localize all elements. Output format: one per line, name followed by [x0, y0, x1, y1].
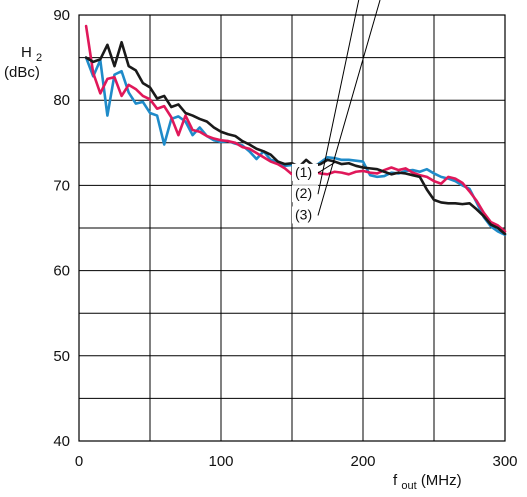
y-axis-label-main: H — [21, 44, 32, 61]
x-tick-label: 100 — [208, 453, 233, 470]
y-tick-label: 40 — [53, 433, 70, 450]
callout-label-background — [292, 185, 318, 203]
callout-label-background — [292, 163, 318, 181]
y-tick-label: 50 — [53, 348, 70, 365]
y-tick-label: 60 — [53, 263, 70, 280]
x-tick-label: 200 — [350, 453, 375, 470]
tick-labels: 0 100 200 300 40 50 60 70 80 90 — [53, 7, 517, 470]
x-tick-label: 300 — [492, 453, 517, 470]
plot-frame — [78, 14, 506, 442]
y-axis-label-subscript: 2 — [36, 52, 42, 64]
grid — [78, 14, 506, 442]
series-callout-leader-2 — [317, 0, 360, 195]
x-tick-label: 0 — [75, 453, 83, 470]
series-callout-leader-3 — [317, 0, 381, 216]
y-tick-label: 90 — [53, 7, 70, 24]
x-axis-label-unit: (MHz) — [421, 472, 462, 489]
callout-label-background — [292, 206, 318, 224]
series-callout-label-2: (2) — [295, 185, 312, 201]
y-axis-label: H 2 — [21, 44, 42, 64]
y-tick-label: 80 — [53, 92, 70, 109]
x-axis-label-main: f — [393, 472, 398, 489]
series-callouts: (1) (2) (3) — [292, 0, 381, 224]
y-tick-label: 70 — [53, 177, 70, 194]
x-axis-label-subscript: out — [401, 480, 416, 492]
series-callout-leader-1 — [317, 162, 335, 174]
y-axis-unit: (dBc) — [4, 64, 40, 81]
series-line-1 — [84, 40, 507, 236]
x-axis-label: f out (MHz) — [393, 472, 462, 492]
series-callout-label-1: (1) — [295, 164, 312, 180]
series-callout-label-3: (3) — [295, 206, 312, 222]
